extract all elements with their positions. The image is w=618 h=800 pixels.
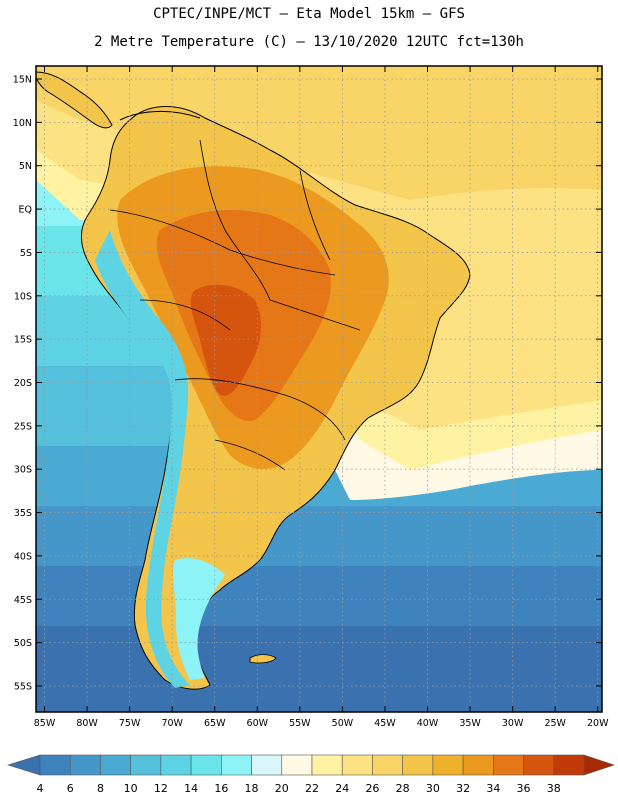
colorbar-swatch: [462, 754, 494, 776]
colorbar-swatch: [190, 754, 222, 776]
colorbar-swatch: [372, 754, 403, 776]
andes-cool-band: [95, 230, 190, 688]
colorbar-label: 30: [426, 782, 440, 795]
lat-label: 20S: [14, 378, 32, 389]
lon-label: 70W: [161, 718, 183, 729]
lat-label: 5S: [20, 248, 32, 259]
lat-label: 25S: [14, 421, 32, 432]
colorbar-swatch: [281, 754, 313, 776]
lon-label: 85W: [34, 718, 56, 729]
colorbar-label: 14: [184, 782, 198, 795]
colorbar: 4 6 8 10 12 14 16 18 20 22 24 26 28 30 32 34 36 38: [6, 754, 615, 795]
colorbar-label: 32: [456, 782, 470, 795]
colorbar-label: 12: [154, 782, 168, 795]
colorbar-label: 36: [517, 782, 531, 795]
colorbar-label: 10: [124, 782, 138, 795]
colorbar-label: 22: [305, 782, 319, 795]
colorbar-swatch: [160, 754, 192, 776]
colorbar-swatch: [221, 754, 252, 776]
colorbar-label: 8: [97, 782, 104, 795]
lon-label: 35W: [459, 718, 481, 729]
colorbar-label: 38: [547, 782, 561, 795]
longitude-axis: 85W 80W 75W 70W 65W 60W 55W 50W 45W 40W 35W 30W 25W 2…: [34, 66, 609, 729]
colorbar-swatch: [130, 754, 162, 776]
lat-label: 10S: [14, 291, 32, 302]
hot-core-38: [190, 284, 262, 396]
lon-label: 30W: [502, 718, 524, 729]
colorbar-swatch: [69, 754, 101, 776]
lon-label: 45W: [374, 718, 396, 729]
lat-label: 15N: [13, 75, 32, 86]
falkland-islands: [249, 654, 277, 664]
colorbar-label: 28: [396, 782, 410, 795]
lat-label: 55S: [14, 681, 32, 692]
lat-label: 5N: [19, 161, 32, 172]
lon-label: 40W: [417, 718, 439, 729]
colorbar-label: 6: [67, 782, 74, 795]
lon-label: 50W: [332, 718, 354, 729]
lon-label: 20W: [587, 718, 609, 729]
lat-label: 50S: [14, 638, 32, 649]
caribbean-coast: [119, 111, 201, 121]
colorbar-low-arrow: [6, 754, 41, 776]
colorbar-swatch: [493, 754, 524, 776]
chart-title-line1: CPTEC/INPE/MCT – Eta Model 15km – GFS: [153, 6, 465, 22]
colorbar-label: 18: [245, 782, 259, 795]
patagonia-cool-band: [173, 558, 225, 680]
lat-label: 35S: [14, 508, 32, 519]
colorbar-swatch: [251, 754, 283, 776]
colorbar-label: 26: [365, 782, 379, 795]
colorbar-swatch: [39, 754, 71, 776]
colorbar-swatch: [311, 754, 343, 776]
lon-label: 55W: [289, 718, 311, 729]
map-frame: [35, 65, 603, 713]
lon-label: 75W: [119, 718, 141, 729]
colorbar-label: 24: [335, 782, 349, 795]
colorbar-swatch: [100, 754, 131, 776]
lon-label: 25W: [544, 718, 566, 729]
latitude-axis: 15N 10N 5N EQ 5S 10S 15S 20S 25S 30S 35S 40S 45S 50S 5…: [13, 75, 602, 692]
lat-label: 30S: [14, 465, 32, 476]
colorbar-label: 4: [37, 782, 44, 795]
colorbar-swatch: [432, 754, 464, 776]
colorbar-swatch: [341, 754, 373, 776]
lon-label: 65W: [204, 718, 226, 729]
colorbar-label: 34: [486, 782, 500, 795]
lon-label: 80W: [76, 718, 98, 729]
field-band-28: [36, 66, 602, 200]
colorbar-swatch: [553, 754, 585, 776]
temperature-field: [36, 66, 602, 712]
colorbar-high-arrow: [583, 754, 615, 776]
lat-label: EQ: [19, 205, 32, 216]
lat-label: 10N: [13, 118, 32, 129]
colorbar-swatch: [523, 754, 555, 776]
chart-title-line2: 2 Metre Temperature (C) – 13/10/2020 12U…: [94, 34, 524, 50]
lat-label: 15S: [14, 335, 32, 346]
country-borders: [109, 139, 361, 471]
colorbar-label: 20: [275, 782, 289, 795]
lat-label: 40S: [14, 551, 32, 562]
colorbar-label: 16: [214, 782, 228, 795]
colorbar-swatch: [402, 754, 434, 776]
lat-label: 45S: [14, 595, 32, 606]
lon-label: 60W: [247, 718, 269, 729]
